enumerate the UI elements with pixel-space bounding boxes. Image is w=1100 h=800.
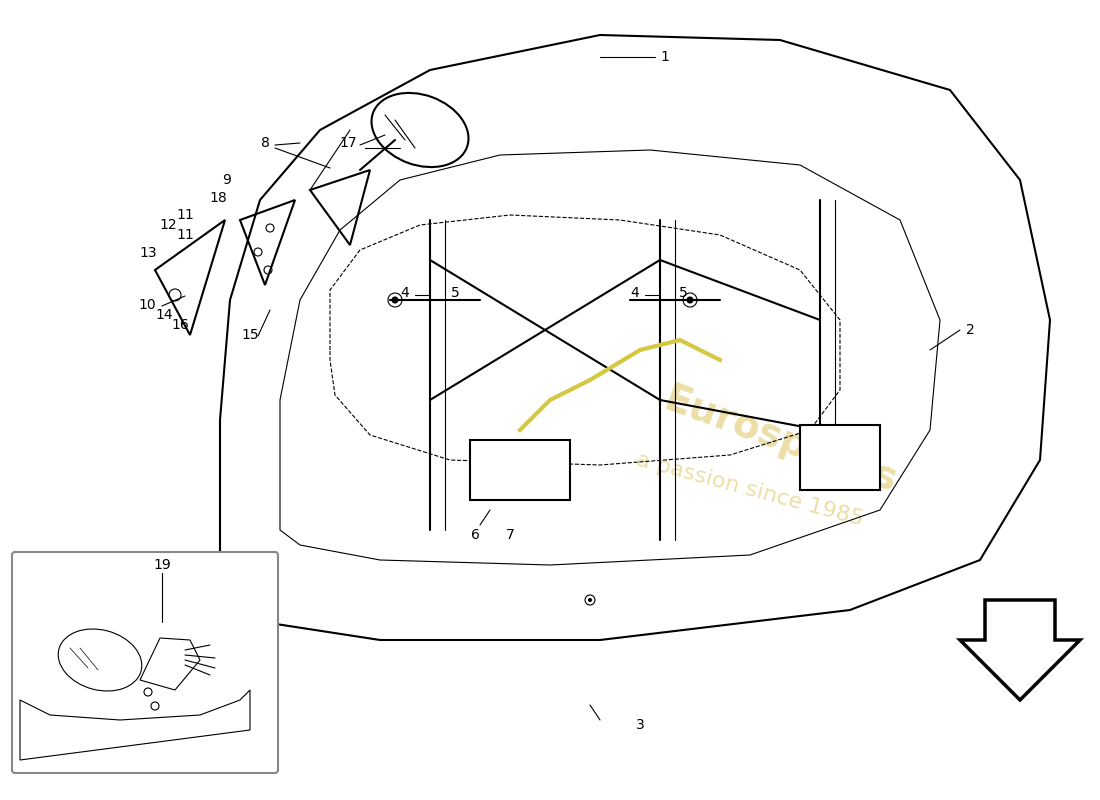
- Circle shape: [392, 297, 398, 303]
- Circle shape: [688, 297, 693, 303]
- Text: 3: 3: [636, 718, 645, 732]
- Text: 5: 5: [679, 286, 688, 300]
- Text: 6: 6: [471, 528, 480, 542]
- Text: 11: 11: [176, 208, 194, 222]
- Text: 8: 8: [261, 136, 270, 150]
- Text: 15: 15: [241, 328, 258, 342]
- Text: a passion since 1985: a passion since 1985: [635, 450, 866, 530]
- Text: 14: 14: [155, 308, 173, 322]
- Text: 10: 10: [139, 298, 156, 312]
- Text: 13: 13: [140, 246, 157, 260]
- Text: 2: 2: [966, 323, 975, 337]
- Bar: [470, 440, 570, 500]
- Text: 19: 19: [153, 558, 170, 572]
- Text: 16: 16: [172, 318, 189, 332]
- Text: 18: 18: [209, 191, 227, 205]
- Text: 4: 4: [400, 286, 409, 300]
- Text: 4: 4: [630, 286, 639, 300]
- FancyBboxPatch shape: [12, 552, 278, 773]
- Text: 12: 12: [160, 218, 177, 232]
- Text: 5: 5: [451, 286, 460, 300]
- Text: 17: 17: [339, 136, 356, 150]
- Text: 1: 1: [661, 50, 670, 64]
- Circle shape: [588, 598, 592, 602]
- Bar: [800, 425, 880, 490]
- Text: 11: 11: [176, 228, 194, 242]
- Polygon shape: [960, 600, 1080, 700]
- Text: 7: 7: [506, 528, 515, 542]
- Text: Eurospares: Eurospares: [658, 380, 902, 500]
- Text: 9: 9: [222, 173, 231, 187]
